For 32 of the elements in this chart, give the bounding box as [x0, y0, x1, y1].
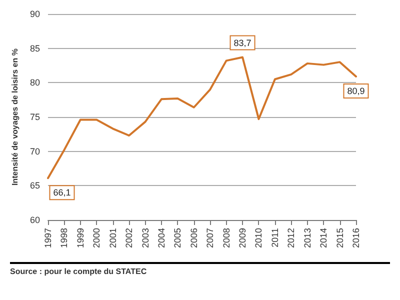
y-tick-label: 85 [30, 43, 40, 54]
y-tick-label: 60 [30, 215, 40, 225]
data-label: 83,7 [234, 38, 252, 48]
x-tick-label: 2012 [286, 228, 296, 248]
x-tick-label: 2015 [334, 228, 345, 248]
data-label: 80,9 [347, 86, 365, 96]
y-tick-label: 90 [30, 9, 40, 19]
x-tick-label: 2014 [318, 228, 329, 248]
x-tick-label: 2007 [205, 228, 216, 248]
x-tick-label: 2016 [351, 228, 361, 248]
y-tick-label: 75 [30, 112, 40, 122]
x-tick-label: 2006 [188, 228, 199, 248]
x-tick-label: 2005 [172, 228, 183, 248]
x-tick-label: 2003 [140, 228, 150, 248]
x-tick-label: 2010 [254, 228, 264, 248]
y-tick-label: 70 [30, 146, 40, 156]
source-note: Source : pour le compte du STATEC [10, 262, 390, 276]
data-label: 66,1 [53, 188, 71, 198]
y-tick-label: 65 [30, 180, 40, 191]
x-tick-label: 2008 [221, 228, 232, 248]
y-axis-title: Intensité de voyages de loisirs en % [10, 48, 20, 186]
x-tick-label: 2013 [302, 228, 312, 248]
x-tick-label: 2011 [270, 228, 280, 248]
x-tick-label: 1998 [59, 228, 70, 248]
x-tick-label: 2000 [92, 228, 102, 248]
x-tick-label: 2004 [156, 228, 166, 248]
y-tick-label: 80 [30, 78, 40, 88]
x-tick-label: 1997 [43, 228, 53, 248]
x-tick-label: 2002 [124, 228, 134, 248]
x-tick-label: 1999 [75, 228, 86, 248]
x-tick-label: 2001 [108, 228, 118, 248]
x-tick-label: 2009 [238, 228, 248, 248]
